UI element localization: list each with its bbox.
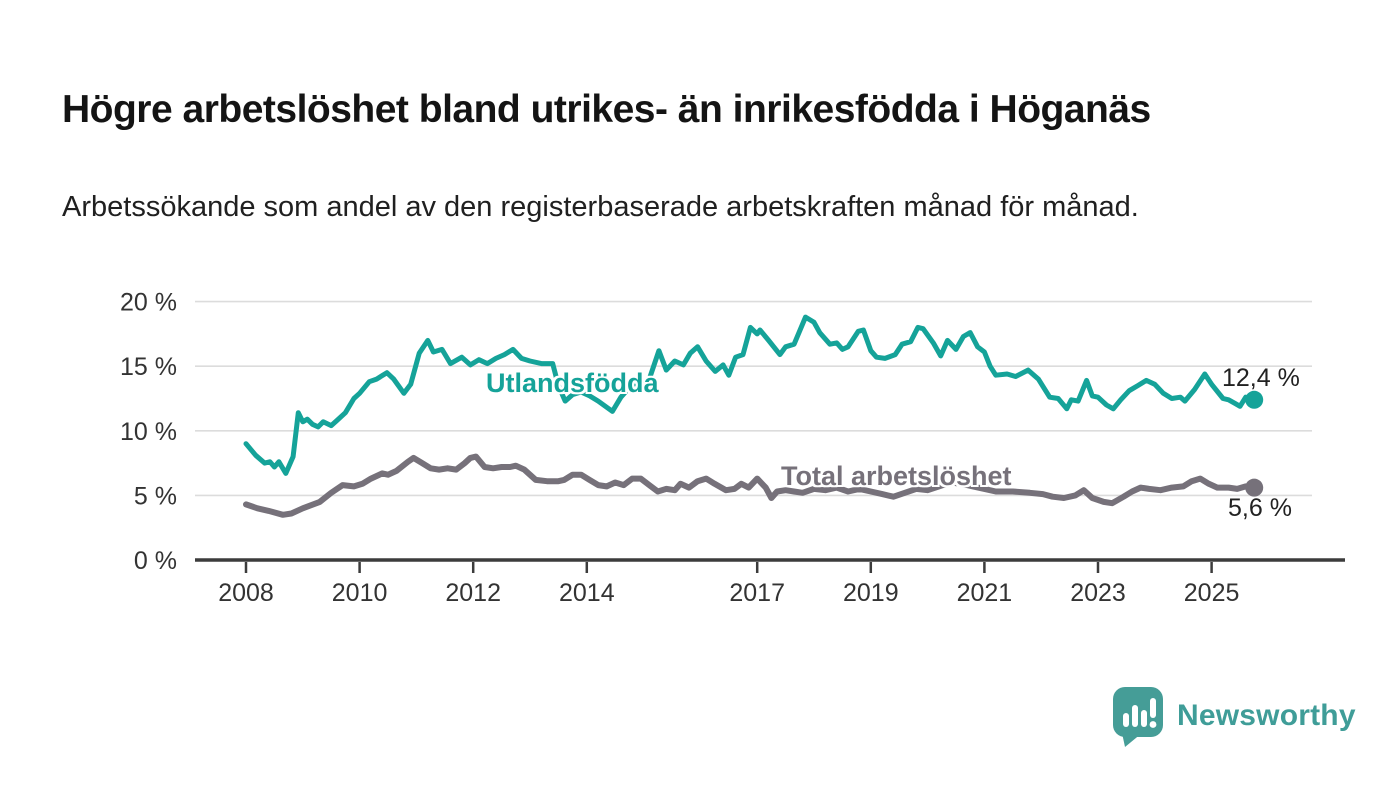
x-tick-label-2014: 2014 <box>559 579 615 607</box>
newsworthy-brand: Newsworthy <box>1112 687 1356 747</box>
series-label-total-arbetsloshet: Total arbetslöshet <box>781 461 1012 491</box>
series-line-utlandsfodda <box>243 314 1257 476</box>
x-axis <box>195 558 1345 573</box>
series-endpoint-utlandsfodda <box>1245 390 1264 409</box>
end-value-label-total: 5,6 % <box>1228 494 1292 522</box>
x-tick-label-2012: 2012 <box>445 579 501 607</box>
x-tick-label-2010: 2010 <box>332 579 388 607</box>
series-label-utlandsfodda: Utlandsfödda <box>486 368 659 398</box>
x-tick-label-2021: 2021 <box>957 579 1013 607</box>
y-tick-label-5: 5 % <box>134 482 177 510</box>
newsworthy-logo-icon <box>1113 687 1163 747</box>
series-endpoint-total <box>1245 478 1264 497</box>
x-axis-labels: 2008 2010 2012 2014 2017 2019 2021 2023 2025 <box>218 579 1239 607</box>
y-tick-label-10: 10 % <box>120 418 177 446</box>
chart-subtitle: Arbetssökande som andel av den registerb… <box>62 191 1139 223</box>
data-series <box>243 314 1264 518</box>
newsworthy-brand-text: Newsworthy <box>1177 699 1356 732</box>
x-tick-label-2023: 2023 <box>1070 579 1126 607</box>
x-tick-label-2017: 2017 <box>729 579 785 607</box>
y-tick-label-0: 0 % <box>134 547 177 575</box>
end-value-label-utlandsfodda: 12,4 % <box>1222 364 1300 392</box>
x-tick-label-2008: 2008 <box>218 579 274 607</box>
y-tick-label-15: 15 % <box>120 353 177 381</box>
y-axis-labels: 0 % 5 % 10 % 15 % 20 % <box>120 289 177 575</box>
x-tick-label-2019: 2019 <box>843 579 899 607</box>
x-tick-label-2025: 2025 <box>1184 579 1240 607</box>
y-tick-label-20: 20 % <box>120 289 177 317</box>
series-line-total <box>243 453 1258 518</box>
page-title: Högre arbetslöshet bland utrikes- än inr… <box>62 88 1151 132</box>
